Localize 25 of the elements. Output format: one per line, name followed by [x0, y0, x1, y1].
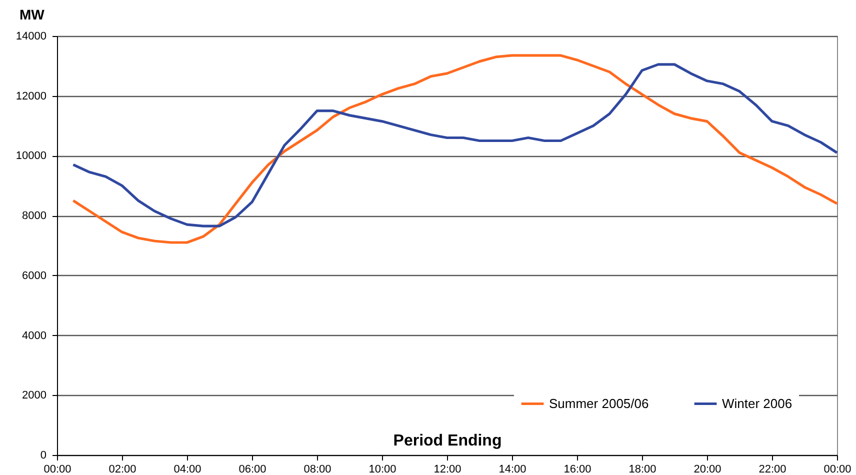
y-tick-label: 14000: [16, 30, 46, 42]
y-tick-label: 12000: [16, 90, 46, 102]
x-tick-label: 16:00: [564, 464, 592, 475]
x-tick-label: 00:00: [44, 464, 72, 475]
x-tick-label: 04:00: [174, 464, 202, 475]
x-tick-label: 08:00: [304, 464, 332, 475]
x-tick-label: 20:00: [694, 464, 722, 475]
x-tick-label: 00:00: [824, 464, 852, 475]
y-tick-label: 2000: [22, 390, 46, 402]
x-tick-label: 02:00: [108, 464, 136, 475]
x-tick-label: 10:00: [368, 464, 396, 475]
x-axis-title: Period Ending: [393, 432, 502, 450]
x-tick-label: 18:00: [628, 464, 656, 475]
x-tick-label: 12:00: [434, 464, 462, 475]
x-tick-label: 14:00: [498, 464, 526, 475]
y-tick-label: 6000: [22, 270, 46, 282]
legend-label: Summer 2005/06: [549, 396, 649, 411]
y-axis-title: MW: [20, 6, 46, 22]
y-tick-label: 0: [40, 450, 46, 462]
legend-label: Winter 2006: [722, 396, 792, 411]
y-tick-label: 10000: [16, 150, 46, 162]
y-tick-label: 4000: [22, 330, 46, 342]
x-tick-label: 22:00: [758, 464, 786, 475]
y-tick-label: 8000: [22, 210, 46, 222]
x-tick-label: 06:00: [238, 464, 266, 475]
